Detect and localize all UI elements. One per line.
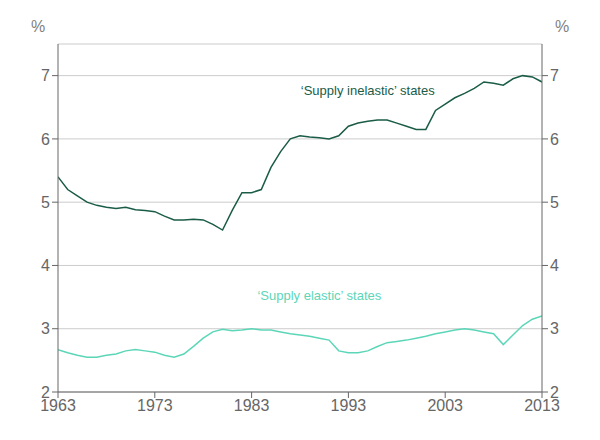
svg-text:7: 7 — [41, 67, 50, 84]
svg-text:1973: 1973 — [137, 397, 173, 414]
svg-text:%: % — [31, 18, 45, 35]
svg-text:2: 2 — [41, 384, 50, 401]
svg-text:2: 2 — [550, 384, 559, 401]
svg-text:%: % — [555, 18, 569, 35]
svg-text:1993: 1993 — [331, 397, 367, 414]
svg-text:6: 6 — [41, 131, 50, 148]
svg-text:2003: 2003 — [427, 397, 463, 414]
svg-text:1983: 1983 — [234, 397, 270, 414]
svg-text:‘Supply elastic’ states: ‘Supply elastic’ states — [257, 288, 381, 303]
svg-text:3: 3 — [41, 320, 50, 337]
svg-text:6: 6 — [550, 131, 559, 148]
svg-text:3: 3 — [550, 320, 559, 337]
svg-text:1963: 1963 — [40, 397, 76, 415]
svg-text:4: 4 — [550, 257, 559, 274]
svg-text:4: 4 — [41, 257, 50, 274]
svg-text:‘Supply inelastic’ states: ‘Supply inelastic’ states — [301, 83, 435, 98]
svg-text:5: 5 — [41, 194, 50, 211]
svg-text:7: 7 — [550, 67, 559, 84]
svg-text:5: 5 — [550, 194, 559, 211]
svg-text:2013: 2013 — [524, 397, 560, 415]
